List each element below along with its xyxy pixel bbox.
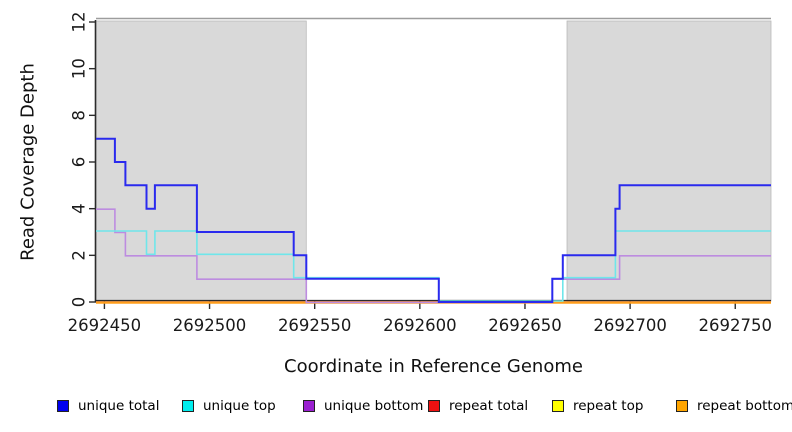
legend-item-unique-bottom: unique bottom <box>303 397 423 415</box>
legend-item-unique-top: unique top <box>182 397 276 415</box>
repeat-bottom-swatch-icon <box>676 400 688 412</box>
series-line-unique-top <box>96 230 771 302</box>
legend-item-repeat-bottom: repeat bottom <box>676 397 792 415</box>
shaded-region <box>566 20 772 302</box>
y-tick-label: 0 <box>70 297 89 308</box>
unique-top-swatch-icon <box>182 400 194 412</box>
legend: unique total unique top unique bottom re… <box>0 397 792 419</box>
legend-item-unique-total: unique total <box>57 397 159 415</box>
y-tick-label: 2 <box>70 250 89 260</box>
unique-bottom-swatch-icon <box>303 400 315 412</box>
repeat-total-swatch-icon <box>428 400 440 412</box>
y-tick-label: 6 <box>70 157 89 168</box>
y-tick-label: 10 <box>70 58 89 79</box>
unique-total-swatch-icon <box>57 400 69 412</box>
x-tick-label: 2692750 <box>699 316 773 335</box>
series-line-unique-total <box>96 137 771 303</box>
x-tick-label: 2692650 <box>488 316 562 335</box>
x-tick-label: 2692600 <box>383 316 457 335</box>
x-tick-label: 2692550 <box>278 316 352 335</box>
x-tick-label: 2692500 <box>173 316 247 335</box>
shaded-region <box>95 20 307 302</box>
legend-label: repeat bottom <box>697 398 792 414</box>
legend-label: unique total <box>78 398 160 414</box>
legend-item-repeat-total: repeat total <box>428 397 528 415</box>
y-axis-title: Read Coverage Depth <box>17 63 39 261</box>
legend-label: repeat top <box>573 398 644 414</box>
y-tick-label: 12 <box>70 12 89 33</box>
series-line-unique-bottom <box>96 208 771 304</box>
x-axis-title: Coordinate in Reference Genome <box>284 356 583 377</box>
repeat-top-swatch-icon <box>552 400 564 412</box>
y-tick-label: 4 <box>70 203 89 214</box>
legend-item-repeat-top: repeat top <box>552 397 643 415</box>
legend-label: unique bottom <box>324 398 424 414</box>
legend-label: repeat total <box>449 398 529 414</box>
x-tick-label: 2692700 <box>593 316 667 335</box>
y-tick-label: 8 <box>70 110 89 121</box>
legend-label: unique top <box>203 398 276 414</box>
x-tick-label: 2692450 <box>68 316 142 335</box>
